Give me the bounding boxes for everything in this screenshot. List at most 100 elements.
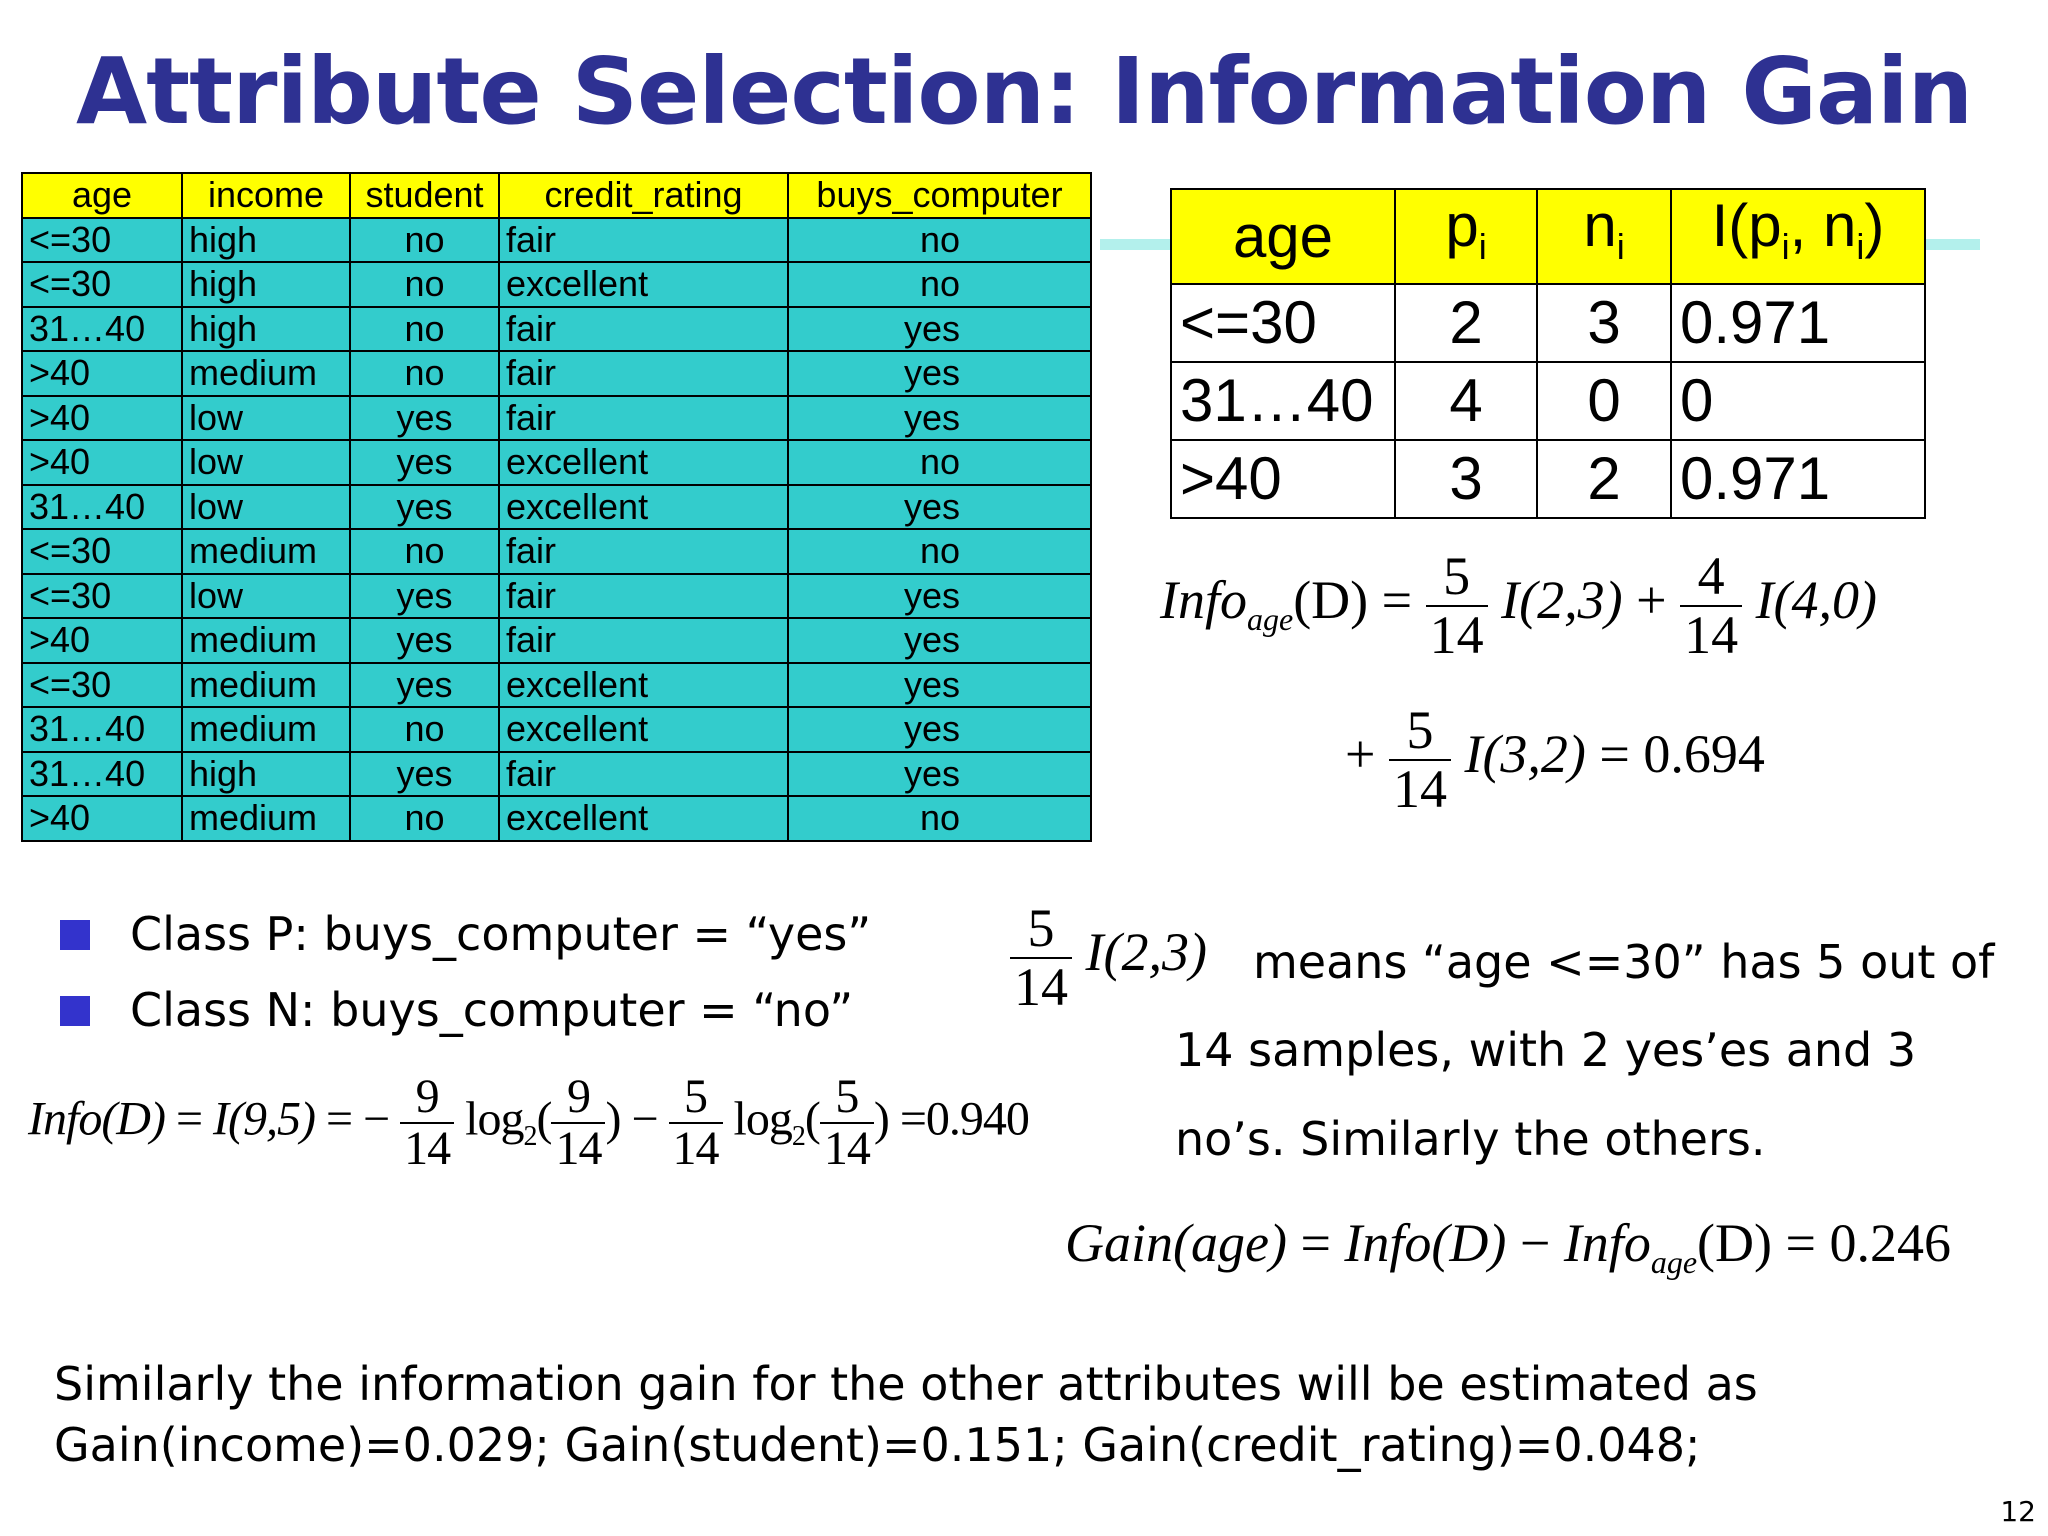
table-cell: <=30 — [1170, 283, 1396, 363]
math-operator: = — [175, 1092, 203, 1146]
table-cell: >40 — [21, 439, 183, 486]
math-term: Info — [1160, 570, 1247, 631]
math-term: (D) — [1293, 570, 1369, 631]
header-text: ) — [1864, 192, 1885, 259]
header-subscript: i — [1781, 226, 1790, 267]
math-term: I(3,2) — [1464, 724, 1586, 785]
math-term: ( — [804, 1092, 821, 1146]
table-cell: fair — [498, 305, 789, 352]
table-cell: no — [787, 261, 1092, 308]
denominator: 14 — [1684, 604, 1739, 665]
table-cell: 0.971 — [1670, 439, 1926, 519]
math-term: log — [465, 1092, 524, 1146]
table-cell: fair — [498, 528, 789, 575]
list-item: Class N: buys_computer = “no” — [60, 972, 871, 1048]
class-bullet-list: Class P: buys_computer = “yes” Class N: … — [60, 896, 871, 1048]
math-subscript: 2 — [523, 1121, 537, 1152]
table-cell: medium — [181, 528, 351, 575]
table-row: <=30 medium yes excellent yes — [21, 661, 1092, 708]
table-cell: yes — [787, 350, 1092, 397]
table-cell: medium — [181, 795, 351, 842]
table-cell: yes — [349, 750, 500, 797]
table-row: 31…40 medium no excellent yes — [21, 706, 1092, 753]
info-d-formula: Info(D) = I(9,5) = − 9 14 log2(9 14) − 5 14… — [28, 1071, 1030, 1176]
fraction: 5 14 — [1425, 548, 1488, 663]
table-cell: 3 — [1536, 283, 1672, 363]
header-text: p — [1445, 192, 1479, 259]
table-cell: fair — [498, 216, 789, 263]
table-cell: low — [181, 483, 351, 530]
column-header: credit_rating — [498, 172, 789, 219]
table-header-row: age pi ni I(pi, ni) — [1170, 188, 1926, 285]
math-subscript: age — [1650, 1243, 1698, 1280]
table-row: 31…40 high no fair yes — [21, 305, 1092, 352]
table-cell: yes — [787, 617, 1092, 664]
gain-age-formula: Gain(age) = Info(D) − Infoage(D) = 0.246 — [1065, 1212, 1951, 1281]
table-cell: yes — [787, 572, 1092, 619]
math-operator: − — [631, 1092, 658, 1146]
header-subscript: i — [1856, 226, 1865, 267]
math-subscript: age — [1247, 600, 1294, 637]
table-cell: yes — [349, 572, 500, 619]
numerator: 5 — [1388, 702, 1451, 761]
page-number: 12 — [2000, 1495, 2036, 1528]
table-row: 31…40 4 0 0 — [1170, 361, 1926, 441]
table-cell: excellent — [498, 439, 789, 486]
table-cell: no — [349, 350, 500, 397]
math-result: = 0.246 — [1785, 1213, 1951, 1273]
math-operator: − — [1519, 1213, 1551, 1273]
table-cell: yes — [787, 706, 1092, 753]
square-bullet-icon — [60, 996, 90, 1026]
math-term: I(2,3) — [1085, 922, 1207, 983]
math-term: (D) — [1697, 1213, 1772, 1273]
table-cell: excellent — [498, 261, 789, 308]
header-subscript: i — [1616, 226, 1625, 267]
table-cell: no — [787, 528, 1092, 575]
table-cell: fair — [498, 572, 789, 619]
table-cell: no — [349, 261, 500, 308]
training-data-table: age income student credit_rating buys_co… — [21, 172, 1092, 842]
table-row: <=30 high no fair no — [21, 216, 1092, 263]
table-cell: no — [787, 795, 1092, 842]
math-result: = 0.694 — [1599, 724, 1765, 785]
summary-line: Similarly the information gain for the o… — [54, 1357, 1758, 1411]
table-cell: >40 — [1170, 439, 1396, 519]
table-row: <=30 medium no fair no — [21, 528, 1092, 575]
table-row: >40 medium yes fair yes — [21, 617, 1092, 664]
column-header-p: pi — [1394, 188, 1538, 285]
table-row: >40 3 2 0.971 — [1170, 439, 1926, 519]
table-cell: yes — [349, 661, 500, 708]
table-cell: yes — [349, 439, 500, 486]
table-cell: 2 — [1536, 439, 1672, 519]
explanation-line-2: 14 samples, with 2 yes’es and 3 — [1175, 1023, 1917, 1077]
math-term: ) — [873, 1092, 890, 1146]
table-cell: <=30 — [21, 572, 183, 619]
table-row: 31…40 high yes fair yes — [21, 750, 1092, 797]
table-cell: high — [181, 216, 351, 263]
numerator: 5 — [1425, 548, 1488, 607]
table-cell: medium — [181, 617, 351, 664]
denominator: 14 — [823, 1122, 871, 1176]
summary-line: Gain(income)=0.029; Gain(student)=0.151;… — [54, 1418, 1701, 1472]
fraction: 5 14 — [1010, 900, 1072, 1015]
table-cell: medium — [181, 350, 351, 397]
table-cell: 31…40 — [21, 483, 183, 530]
math-operator: = — [1381, 570, 1413, 631]
explanation-formula: 5 14 I(2,3) — [1010, 900, 1207, 1015]
table-cell: no — [349, 216, 500, 263]
header-text: I(p — [1711, 192, 1782, 259]
table-cell: excellent — [498, 795, 789, 842]
table-cell: no — [349, 795, 500, 842]
table-row: <=30 low yes fair yes — [21, 572, 1092, 619]
table-cell: no — [787, 439, 1092, 486]
denominator: 14 — [672, 1122, 720, 1176]
table-row: 31…40 low yes excellent yes — [21, 483, 1092, 530]
math-term: ) — [605, 1092, 621, 1146]
table-cell: fair — [498, 394, 789, 441]
column-header-info: I(pi, ni) — [1670, 188, 1926, 285]
table-cell: low — [181, 439, 351, 486]
table-cell: yes — [787, 661, 1092, 708]
table-row: >40 medium no excellent no — [21, 795, 1092, 842]
bullet-text: Class P: buys_computer = “yes” — [130, 907, 872, 961]
numerator: 5 — [1010, 900, 1072, 959]
